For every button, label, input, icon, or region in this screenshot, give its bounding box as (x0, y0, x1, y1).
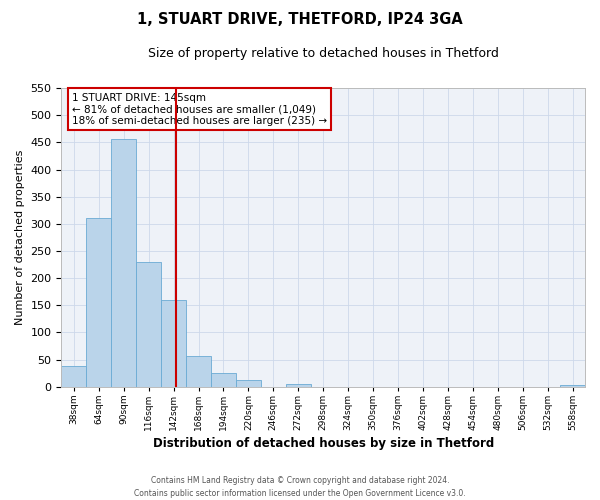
Y-axis label: Number of detached properties: Number of detached properties (15, 150, 25, 325)
Text: Contains HM Land Registry data © Crown copyright and database right 2024.
Contai: Contains HM Land Registry data © Crown c… (134, 476, 466, 498)
Bar (236, 380, 261, 386)
Bar (111, 138, 136, 386)
Text: 1, STUART DRIVE, THETFORD, IP24 3GA: 1, STUART DRIVE, THETFORD, IP24 3GA (137, 12, 463, 28)
Bar (86, 218, 111, 386)
Bar (161, 300, 186, 386)
Bar (286, 384, 311, 386)
Bar (136, 262, 161, 386)
Title: Size of property relative to detached houses in Thetford: Size of property relative to detached ho… (148, 48, 499, 60)
Bar (560, 385, 585, 386)
Bar (211, 373, 236, 386)
Text: 1 STUART DRIVE: 145sqm
← 81% of detached houses are smaller (1,049)
18% of semi-: 1 STUART DRIVE: 145sqm ← 81% of detached… (72, 92, 327, 126)
Bar (61, 366, 86, 386)
X-axis label: Distribution of detached houses by size in Thetford: Distribution of detached houses by size … (152, 437, 494, 450)
Bar (186, 356, 211, 386)
